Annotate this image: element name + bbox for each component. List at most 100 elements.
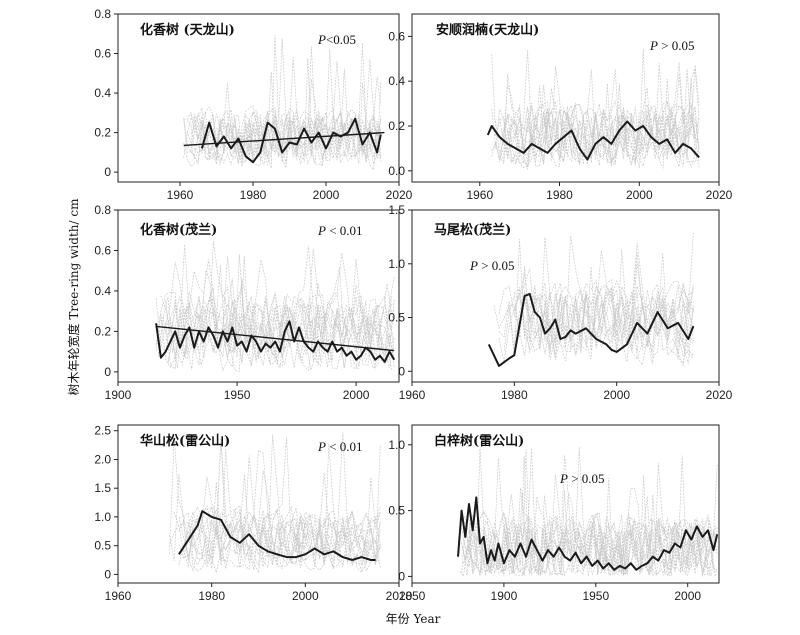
- p-symbol: P: [469, 258, 478, 273]
- mean-chronology-line: [178, 510, 376, 561]
- x-tick-label: 2000: [313, 188, 340, 202]
- y-axis-label: 树木年轮宽度 Tree-ring width/ cm: [66, 198, 81, 396]
- y-tick-label: 0: [104, 567, 111, 581]
- individual-tree-series: [169, 474, 381, 571]
- trend-line: [183, 131, 385, 147]
- panel-title: 化香树 (天龙山): [140, 22, 235, 38]
- x-tick-label: 2020: [386, 188, 413, 202]
- plot-frame: [411, 424, 720, 584]
- x-tick-label: 1950: [224, 388, 251, 402]
- y-tick-label: 0.8: [94, 203, 111, 217]
- individual-tree-series: [507, 78, 700, 169]
- p-value-text: <0.05: [326, 32, 356, 47]
- x-tick-label: 2000: [292, 589, 319, 603]
- mean-chronology-line: [155, 320, 396, 363]
- p-symbol: P: [559, 471, 568, 486]
- individual-tree-series: [167, 301, 393, 371]
- individual-tree-series: [491, 48, 700, 165]
- y-tick-label: 1.0: [388, 257, 405, 271]
- individual-tree-series: [495, 69, 700, 168]
- x-tick-label: 1960: [399, 388, 426, 402]
- individual-tree-series: [197, 49, 382, 171]
- individual-tree-series: [173, 432, 381, 568]
- y-tick-label: 0.6: [94, 244, 111, 258]
- individual-tree-series: [503, 83, 700, 168]
- p-value-label: P < 0.01: [317, 439, 363, 454]
- p-value-label: P > 0.05: [469, 258, 515, 273]
- p-value-label: P<0.05: [317, 32, 356, 47]
- mean-chronology-line: [200, 117, 382, 164]
- x-tick-label: 1950: [582, 589, 609, 603]
- individual-tree-series: [190, 35, 381, 169]
- y-tick-label: 0.5: [388, 311, 405, 325]
- individual-tree-series: [169, 438, 381, 572]
- individual-tree-series: [165, 259, 395, 373]
- panel-3: 1900 1950 2000 0 0.2 0.4 0.6 0.8 化香树(茂兰) P < 0.01: [94, 203, 400, 402]
- y-tick-label: 0.8: [94, 7, 111, 21]
- individual-tree-series: [461, 489, 716, 575]
- panel-data-layer: [487, 232, 695, 367]
- plot-frame: [117, 209, 400, 383]
- panel-data-layer: [169, 432, 381, 575]
- mean-chronology-line: [457, 496, 719, 571]
- panel-title: 化香树(茂兰): [140, 222, 217, 238]
- x-tick-label: 1900: [105, 388, 132, 402]
- individual-tree-series: [493, 266, 694, 361]
- individual-tree-series: [466, 492, 718, 577]
- individual-tree-series: [183, 108, 382, 168]
- y-tick-label: 0.5: [94, 539, 111, 553]
- x-tick-label: 2000: [603, 388, 630, 402]
- individual-tree-series: [507, 62, 700, 166]
- p-value-text: > 0.05: [568, 471, 605, 486]
- x-tick-label: 1960: [105, 589, 132, 603]
- x-axis-label: 年份 Year: [386, 612, 441, 626]
- p-symbol: P: [317, 439, 326, 454]
- y-tick-label: 2.5: [94, 424, 111, 438]
- individual-tree-series: [178, 510, 381, 565]
- individual-tree-series: [459, 449, 718, 577]
- individual-tree-series: [513, 237, 694, 360]
- y-tick-label: 0: [104, 365, 111, 379]
- trend-line: [156, 325, 395, 352]
- individual-tree-series: [165, 245, 395, 369]
- individual-tree-series: [503, 239, 694, 360]
- p-value-label: P > 0.05: [649, 38, 695, 53]
- x-tick-label: 2020: [386, 589, 413, 603]
- individual-tree-series: [514, 235, 694, 360]
- y-tick-label: 0.4: [388, 74, 405, 88]
- p-value-text: < 0.01: [326, 439, 363, 454]
- y-tick-label: 0.0: [388, 164, 405, 178]
- y-tick-label: 0: [398, 364, 405, 378]
- individual-tree-series: [513, 273, 694, 359]
- panel-data-layer: [457, 446, 719, 578]
- mean-chronology-line: [487, 292, 695, 367]
- y-tick-label: 0.4: [94, 284, 111, 298]
- individual-tree-series: [183, 107, 382, 165]
- x-tick-label: 1960: [167, 188, 194, 202]
- y-tick-label: 0.6: [388, 29, 405, 43]
- panel-title: 白梓树(雷公山): [434, 433, 524, 449]
- y-tick-label: 0.6: [94, 47, 111, 61]
- individual-tree-series: [158, 255, 393, 372]
- y-tick-label: 1.5: [94, 481, 111, 495]
- y-tick-label: 0: [398, 569, 405, 583]
- panel-4: 1960 1980 2000 2020 0 0.5 1.0 1.5 马尾松(茂兰) P > 0.0…: [388, 203, 732, 402]
- p-symbol: P: [649, 38, 658, 53]
- p-value-text: > 0.05: [478, 258, 515, 273]
- individual-tree-series: [190, 38, 382, 166]
- y-tick-label: 0.2: [94, 324, 111, 338]
- individual-tree-series: [514, 249, 694, 351]
- individual-tree-series: [158, 269, 393, 370]
- individual-tree-series: [503, 250, 694, 367]
- individual-tree-series: [519, 232, 694, 354]
- individual-tree-series: [190, 46, 382, 164]
- panel-5: 1960 1980 2000 2020 0 0.5 1.0 1.5 2.0 2.5 华山松(雷公山)…: [94, 424, 412, 603]
- x-tick-label: 1980: [501, 388, 528, 402]
- mean-chronology-line: [486, 120, 700, 161]
- x-tick-label: 1980: [198, 589, 225, 603]
- individual-tree-series: [498, 279, 694, 363]
- y-tick-label: 1.0: [388, 438, 405, 452]
- individual-tree-series: [183, 481, 381, 571]
- y-tick-label: 0.4: [94, 86, 111, 100]
